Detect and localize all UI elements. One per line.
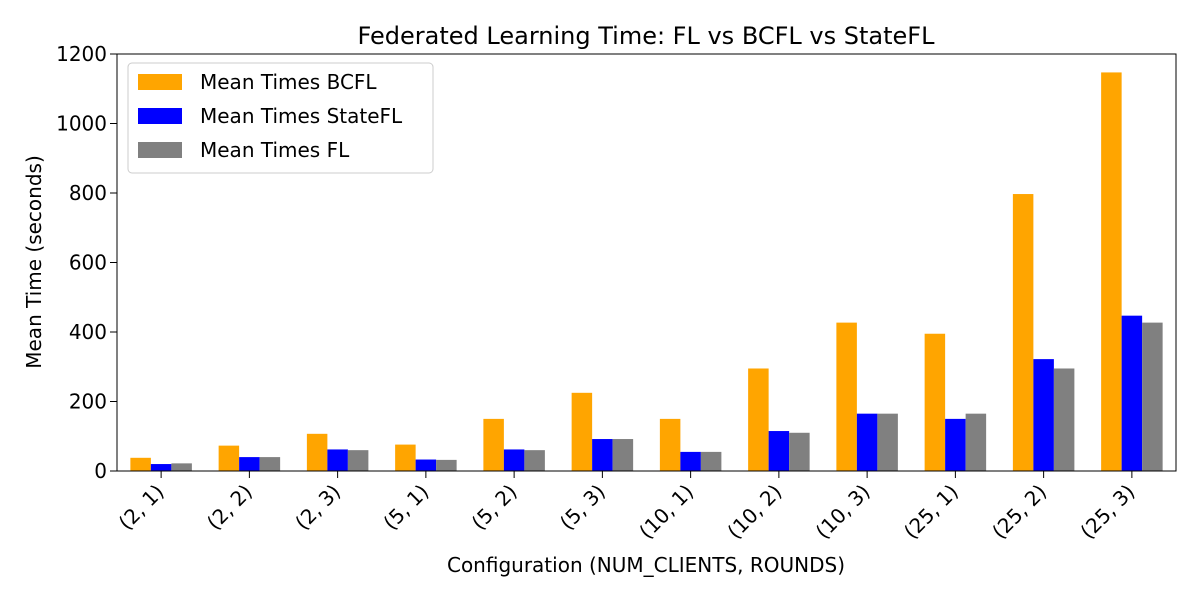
x-tick-label: (10, 2)	[722, 480, 786, 544]
legend-swatch	[138, 108, 182, 124]
bar-mean-times-statefl-6	[680, 451, 701, 471]
bar-mean-times-bcfl-0	[130, 457, 151, 471]
x-tick-label: (25, 1)	[899, 480, 963, 544]
plot-area	[116, 53, 1177, 472]
bar-mean-times-bcfl-7	[748, 368, 769, 471]
bar-mean-times-fl-4	[524, 450, 545, 471]
y-tick-label: 400	[69, 320, 107, 344]
y-axis: 0 200 400 600 800 1000 1200	[56, 42, 117, 483]
bar-mean-times-statefl-2	[327, 449, 348, 471]
bar-mean-times-fl-1	[259, 457, 281, 471]
bar-mean-times-bcfl-6	[659, 418, 681, 472]
bar-mean-times-fl-6	[700, 451, 722, 471]
bar-mean-times-statefl-9	[945, 418, 966, 472]
bar-mean-times-bcfl-11	[1101, 72, 1122, 472]
legend-label: Mean Times FL	[200, 138, 350, 162]
bar-mean-times-statefl-0	[150, 464, 172, 471]
bar-mean-times-statefl-11	[1121, 315, 1143, 471]
bar-mean-times-bcfl-1	[218, 445, 240, 471]
bar-mean-times-fl-5	[612, 439, 634, 471]
x-tick-label: (5, 2)	[467, 480, 522, 535]
legend-label: Mean Times StateFL	[200, 104, 403, 128]
y-tick-label: 0	[94, 459, 107, 483]
y-axis-title: Mean Time (seconds)	[22, 155, 46, 369]
y-tick-label: 1000	[56, 112, 107, 136]
bar-mean-times-bcfl-4	[483, 418, 504, 472]
bar-mean-times-bcfl-10	[1012, 194, 1034, 472]
bar-mean-times-statefl-7	[768, 431, 790, 471]
bar-mean-times-fl-9	[965, 413, 987, 471]
bar-mean-times-statefl-5	[592, 439, 613, 471]
legend-label: Mean Times BCFL	[200, 70, 377, 94]
x-tick-label: (2, 1)	[114, 480, 169, 535]
legend-swatch	[138, 142, 182, 158]
legend: Mean Times BCFL Mean Times StateFL Mean Ti…	[127, 62, 434, 174]
bar-mean-times-statefl-4	[503, 449, 525, 471]
y-tick-label: 800	[69, 181, 107, 205]
bar-mean-times-fl-2	[347, 450, 369, 471]
x-tick-label: (25, 3)	[1075, 480, 1139, 544]
x-tick-label: (2, 2)	[202, 480, 257, 535]
x-tick-label: (10, 1)	[634, 480, 698, 544]
bar-mean-times-fl-10	[1053, 368, 1075, 471]
bar-mean-times-statefl-3	[415, 459, 437, 471]
bar-mean-times-fl-7	[789, 432, 810, 471]
y-tick-label: 600	[69, 251, 107, 275]
x-tick-label: (10, 3)	[811, 480, 875, 544]
bar-mean-times-bcfl-3	[395, 444, 416, 471]
bar-mean-times-fl-11	[1142, 322, 1163, 471]
legend-swatch	[138, 74, 182, 90]
legend-box	[127, 62, 434, 174]
bar-mean-times-fl-3	[436, 459, 457, 471]
x-tick-label: (5, 1)	[378, 480, 433, 535]
x-axis-title: Configuration (NUM_CLIENTS, ROUNDS)	[447, 553, 845, 577]
x-axis: (2, 1) (2, 2) (2, 3) (5, 1) (5, 2) (5, 3) (10,…	[114, 471, 1139, 544]
x-tick-label: (2, 3)	[290, 480, 345, 535]
bar-mean-times-bcfl-8	[836, 322, 857, 471]
bar-mean-times-fl-0	[171, 463, 192, 471]
x-tick-label: (25, 2)	[987, 480, 1051, 544]
y-tick-label: 1200	[56, 42, 107, 66]
y-tick-label: 200	[69, 390, 107, 414]
chart-title: Federated Learning Time: FL vs BCFL vs S…	[358, 22, 936, 50]
bar-mean-times-fl-8	[877, 413, 898, 471]
bar-mean-times-statefl-1	[239, 457, 260, 471]
bar-mean-times-statefl-8	[856, 413, 878, 471]
bar-mean-times-bcfl-5	[571, 392, 593, 471]
bar-mean-times-bcfl-9	[924, 333, 946, 471]
bar-mean-times-statefl-10	[1033, 359, 1054, 471]
x-tick-label: (5, 3)	[555, 480, 610, 535]
bar-mean-times-bcfl-2	[306, 433, 328, 471]
